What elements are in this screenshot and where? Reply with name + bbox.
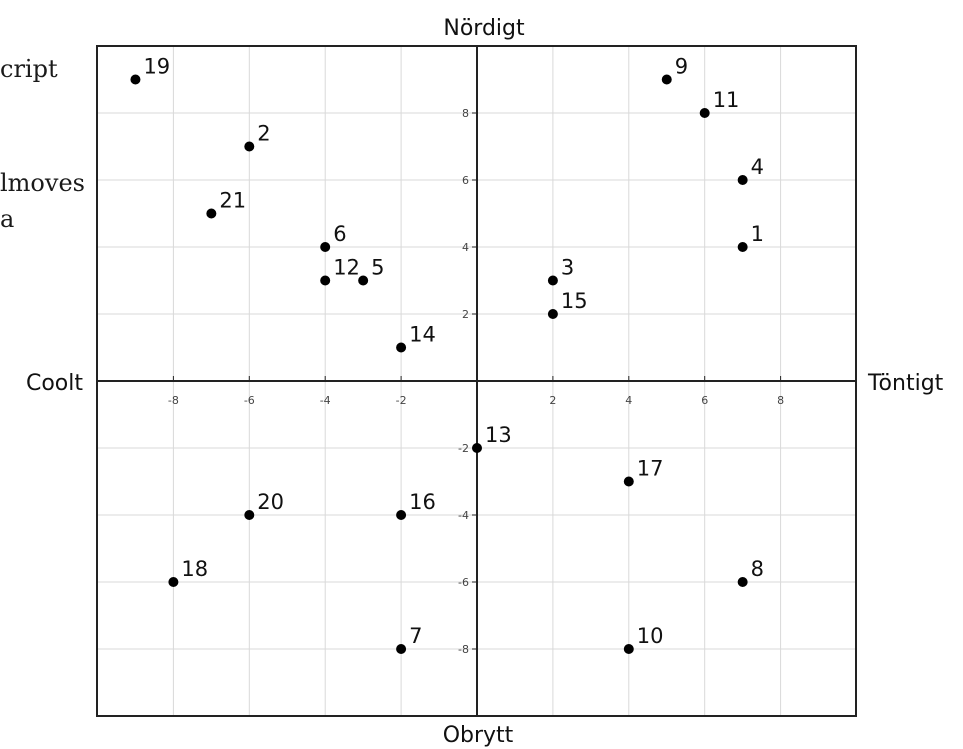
point-marker: [547, 309, 558, 319]
y-tick-label: -4: [458, 509, 469, 522]
data-point-6: 6: [320, 222, 347, 252]
point-label: 1: [751, 222, 764, 246]
axis-label-right: Töntigt: [867, 371, 944, 396]
point-marker: [244, 510, 255, 520]
data-point-17: 17: [623, 457, 664, 487]
data-point-2: 2: [244, 122, 271, 152]
point-label: 20: [257, 490, 284, 514]
point-label: 13: [485, 423, 512, 447]
point-label: 14: [409, 323, 436, 347]
point-marker: [244, 141, 255, 152]
point-marker: [396, 342, 407, 353]
point-label: 9: [675, 55, 688, 79]
data-point-11: 11: [699, 88, 740, 118]
x-tick-label: -8: [168, 394, 179, 407]
data-point-14: 14: [396, 323, 436, 353]
point-marker: [358, 275, 369, 286]
y-tick-label: 2: [462, 308, 469, 321]
data-point-8: 8: [737, 557, 764, 587]
point-label: 10: [637, 624, 664, 648]
data-point-15: 15: [547, 289, 588, 319]
y-tick-label: -2: [458, 442, 469, 455]
point-label: 3: [561, 256, 574, 280]
point-marker: [623, 644, 634, 654]
data-point-9: 9: [661, 55, 688, 85]
point-marker: [623, 476, 634, 487]
point-label: 8: [751, 557, 764, 581]
axes: [97, 46, 856, 716]
x-tick-label: 6: [701, 394, 708, 407]
point-label: 5: [371, 256, 384, 280]
point-label: 18: [181, 557, 208, 581]
axis-label-left: Coolt: [26, 371, 83, 396]
axis-label-bottom: Obrytt: [443, 723, 514, 748]
clipped-text-fragment: lmoves: [0, 169, 85, 197]
y-tick-label: 6: [462, 174, 469, 187]
point-label: 2: [257, 122, 270, 146]
data-point-3: 3: [547, 256, 574, 286]
x-tick-label: 4: [625, 394, 632, 407]
data-point-19: 19: [130, 55, 170, 85]
point-label: 16: [409, 490, 436, 514]
data-point-20: 20: [244, 490, 284, 520]
data-point-18: 18: [168, 557, 208, 587]
point-marker: [320, 275, 331, 286]
point-marker: [699, 108, 710, 118]
point-marker: [547, 275, 558, 286]
x-tick-label: -2: [396, 394, 407, 407]
point-marker: [168, 577, 179, 587]
data-point-16: 16: [396, 490, 436, 520]
y-tick-label: -6: [458, 576, 469, 589]
data-point-10: 10: [623, 624, 664, 654]
point-label: 15: [561, 289, 588, 313]
point-label: 12: [333, 256, 360, 280]
data-point-5: 5: [358, 256, 385, 286]
point-marker: [320, 242, 331, 252]
point-label: 21: [219, 189, 246, 213]
point-label: 7: [409, 624, 422, 648]
tick-labels: -8 -6 -4 -2 2 4 6 8 8 6 4 2 -2 -4 -6 -8: [168, 107, 784, 656]
data-point-13: 13: [472, 423, 512, 453]
point-marker: [396, 510, 407, 520]
x-tick-label: -6: [244, 394, 255, 407]
point-marker: [472, 443, 482, 453]
point-label: 11: [713, 88, 740, 112]
point-marker: [737, 175, 748, 185]
data-point-12: 12: [320, 256, 360, 286]
point-marker: [737, 577, 748, 587]
point-label: 4: [751, 155, 764, 179]
x-tick-label: 8: [777, 394, 784, 407]
data-point-7: 7: [396, 624, 422, 654]
axis-label-top: Nördigt: [443, 16, 525, 41]
data-point-21: 21: [206, 189, 246, 219]
point-label: 17: [637, 457, 664, 481]
x-tick-label: -4: [320, 394, 331, 407]
y-tick-label: 8: [462, 107, 469, 120]
clipped-text-fragment: a: [0, 205, 14, 233]
point-label: 19: [143, 55, 170, 79]
y-tick-label: 4: [462, 241, 469, 254]
point-label: 6: [333, 222, 346, 246]
point-marker: [130, 74, 141, 85]
x-tick-label: 2: [549, 394, 556, 407]
point-marker: [661, 74, 672, 85]
point-marker: [396, 644, 407, 654]
clipped-text-fragment: cript: [0, 55, 58, 83]
point-marker: [737, 242, 748, 252]
data-point-4: 4: [737, 155, 764, 185]
y-tick-label: -8: [458, 643, 469, 656]
data-point-1: 1: [737, 222, 764, 252]
point-marker: [206, 208, 217, 219]
